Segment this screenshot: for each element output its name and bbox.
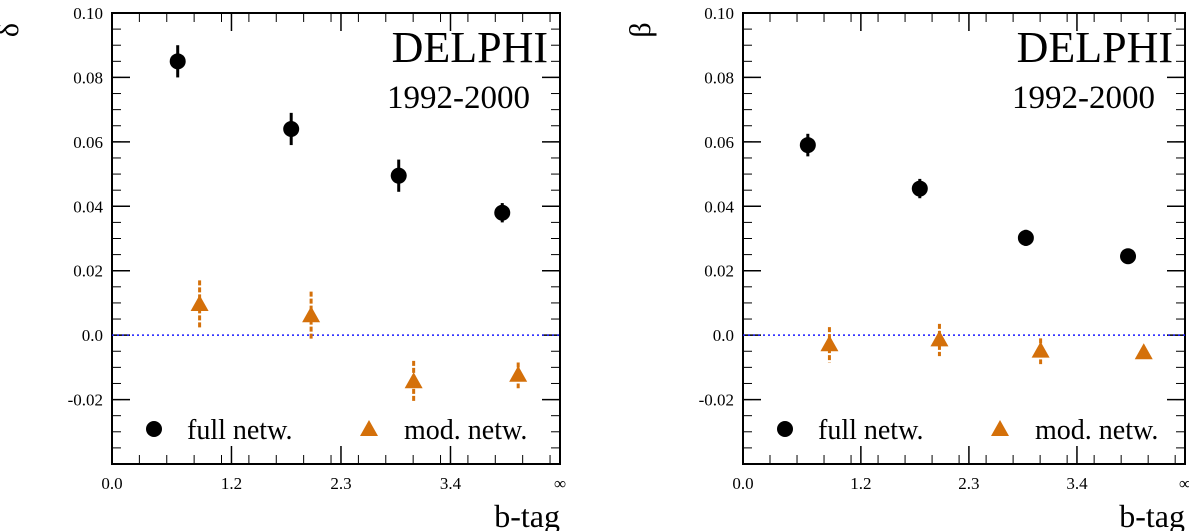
y-tick-label: 0.02 [73,262,103,281]
y-tick-label: 0.06 [73,133,103,152]
x-tick-label: 3.4 [440,474,462,493]
data-point-mod-netw [404,372,423,389]
data-point-mod-netw [820,335,839,352]
legend-marker-full-netw [777,421,793,437]
data-point-full-netw [1017,229,1034,246]
y-tick-label: 0.08 [73,68,103,87]
legend-label-full-netw: full netw. [187,415,293,446]
y-tick-label: 0.04 [704,197,734,216]
y-tick-label: 0.0 [713,326,734,345]
data-point-mod-netw [1031,341,1050,358]
y-tick-label: 0.10 [704,4,734,23]
y-tick-label: 0.06 [704,133,734,152]
data-point-mod-netw [930,330,949,347]
data-point-full-netw [169,53,186,70]
data-point-full-netw [799,137,816,154]
x-axis-label: b-tag [494,498,560,531]
x-tick-label: 3.4 [1066,474,1088,493]
data-point-mod-netw [302,306,321,323]
legend-label-mod-netw: mod. netw. [1035,415,1158,446]
experiment-label: DELPHI [392,23,548,72]
period-label: 1992-2000 [387,80,530,116]
y-tick-label: -0.02 [68,391,103,410]
data-point-mod-netw [509,365,528,382]
x-axis-label: b-tag [1119,498,1185,531]
data-point-full-netw [390,167,407,184]
chart-panel-1: 0.10 0.08 0.06 0.04 0.02 0.0 -0.02 0.0 1.2 2.3 3.4… [0,4,566,531]
data-point-full-netw [283,120,300,137]
y-tick-label: 0.10 [73,4,103,23]
data-point-mod-netw [1134,343,1153,360]
y-tick-label: 0.04 [73,197,103,216]
legend-label-full-netw: full netw. [818,415,924,446]
chart-panel-2: 0.10 0.08 0.06 0.04 0.02 0.0 -0.02 0.0 1.2 2.3 3.4… [624,4,1189,531]
x-tick-label: 0.0 [732,474,753,493]
experiment-label: DELPHI [1017,23,1173,72]
legend-label-mod-netw: mod. netw. [404,415,527,446]
data-point-full-netw [494,204,511,221]
y-tick-label: -0.02 [699,391,734,410]
data-point-full-netw [1120,248,1137,265]
y-axis-label: δ [0,23,25,37]
y-tick-label: 0.0 [82,326,103,345]
x-tick-label: 1.2 [221,474,242,493]
legend-marker-full-netw [146,421,162,437]
legend-marker-mod-netw [360,420,378,436]
x-tick-label: 2.3 [958,474,979,493]
legend-marker-mod-netw [991,420,1009,436]
y-tick-label: 0.08 [704,68,734,87]
period-label: 1992-2000 [1012,80,1155,116]
data-point-full-netw [911,180,928,197]
x-tick-label: ∞ [554,474,566,493]
x-tick-label: 0.0 [101,474,122,493]
x-tick-label: ∞ [1179,474,1189,493]
x-tick-label: 2.3 [330,474,351,493]
y-tick-label: 0.02 [704,262,734,281]
y-axis-label: β [624,22,657,37]
x-tick-label: 1.2 [850,474,871,493]
data-point-mod-netw [190,294,209,311]
